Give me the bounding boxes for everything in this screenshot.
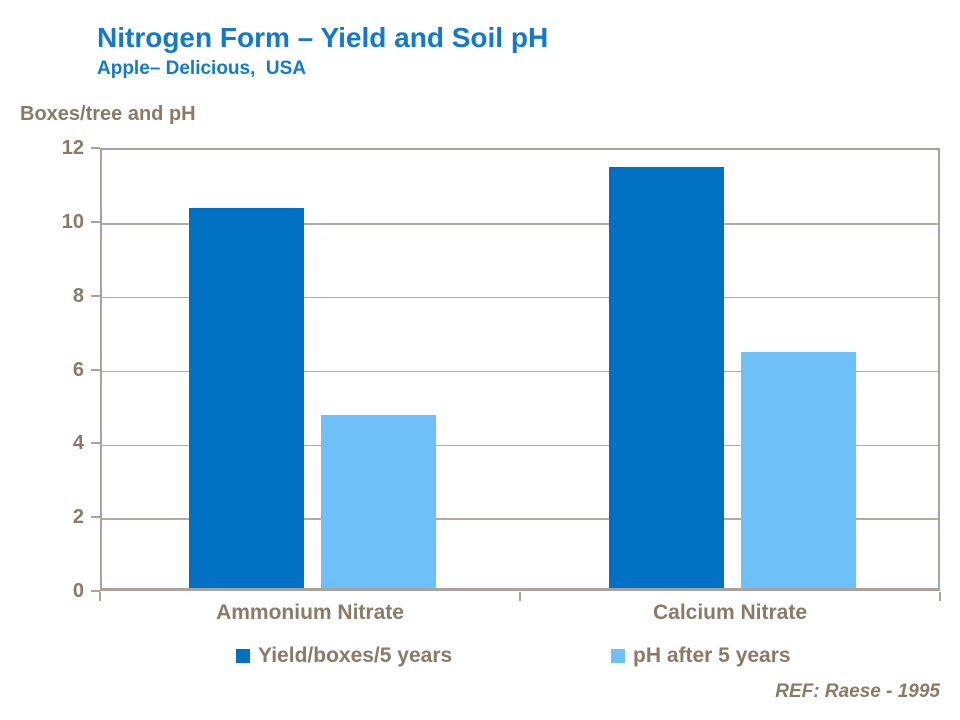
y-tick-mark-2 <box>91 516 100 519</box>
y-tick-label-2: 2 <box>72 506 84 529</box>
category-label-calcium-nitrate: Calcium Nitrate <box>652 601 808 624</box>
plot-area <box>100 148 940 591</box>
x-tick-mark-2 <box>939 592 941 601</box>
gridline-10 <box>102 223 938 225</box>
y-tick-label-8: 8 <box>72 284 84 307</box>
gridline-8 <box>102 296 938 299</box>
y-tick-mark-10 <box>91 220 100 223</box>
y-tick-mark-12 <box>91 147 100 149</box>
gridline-2 <box>102 518 938 520</box>
x-tick-mark-1 <box>519 592 521 601</box>
chart-subtitle: Apple– Delicious, USA <box>97 58 307 79</box>
y-tick-mark-6 <box>91 368 100 371</box>
y-tick-mark-0 <box>91 590 100 592</box>
category-label-ammonium-nitrate: Ammonium Nitrate <box>216 601 404 624</box>
y-tick-label-0: 0 <box>72 580 84 602</box>
reference-note: REF: Raese - 1995 <box>775 681 940 702</box>
bar-yield-boxes-5-years-calcium-nitrate <box>608 167 724 588</box>
y-tick-mark-4 <box>91 442 100 445</box>
y-tick-label-4: 4 <box>72 432 84 455</box>
y-tick-mark-8 <box>91 294 100 297</box>
y-tick-label-6: 6 <box>72 358 84 381</box>
y-tick-label-12: 12 <box>61 137 84 159</box>
bar-ph-after-5-years-calcium-nitrate <box>740 351 856 588</box>
legend-swatch-ph-after-5-years <box>611 649 625 663</box>
y-tick-label-10: 10 <box>61 210 84 233</box>
gridline-6 <box>102 370 938 373</box>
gridline-4 <box>102 444 938 447</box>
legend-label-yield-boxes-5-years: Yield/boxes/5 years <box>258 644 453 667</box>
legend-label-ph-after-5-years: pH after 5 years <box>633 644 791 667</box>
legend-item-ph-after-5-years: pH after 5 years <box>611 643 791 669</box>
bar-yield-boxes-5-years-ammonium-nitrate <box>188 207 304 588</box>
x-tick-mark-0 <box>99 592 101 601</box>
bar-ph-after-5-years-ammonium-nitrate <box>320 414 436 588</box>
chart-title: Nitrogen Form – Yield and Soil pH <box>97 22 549 53</box>
legend-item-yield-boxes-5-years: Yield/boxes/5 years <box>236 643 452 669</box>
legend-swatch-yield-boxes-5-years <box>236 649 250 663</box>
y-axis-title: Boxes/tree and pH <box>20 103 196 125</box>
plot-inner <box>102 150 938 588</box>
